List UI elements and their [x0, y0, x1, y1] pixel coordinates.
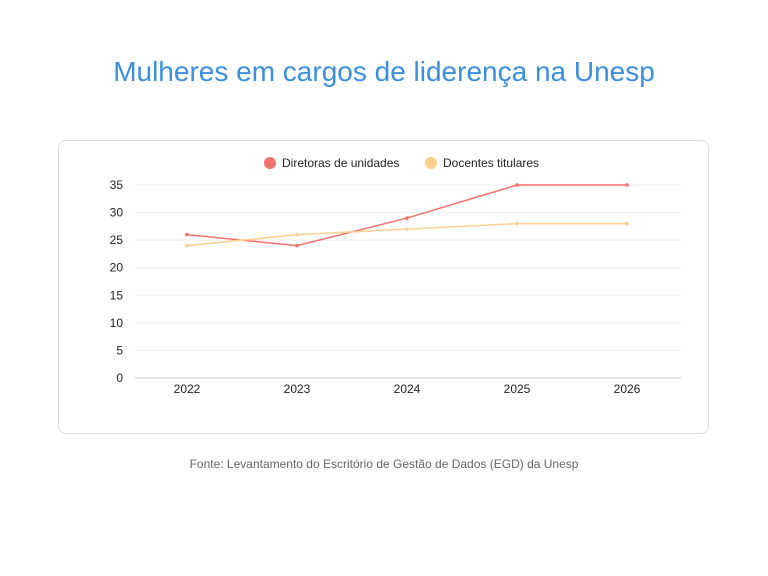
y-tick-label: 25	[110, 233, 124, 247]
x-tick-label: 2023	[284, 382, 311, 396]
data-point	[185, 232, 189, 237]
data-point	[295, 243, 299, 248]
x-tick-label: 2022	[174, 382, 201, 396]
y-tick-label: 20	[110, 261, 124, 275]
chart-card	[58, 140, 709, 434]
legend-label: Docentes titulares	[443, 156, 539, 170]
data-point	[405, 227, 409, 231]
legend-label: Diretoras de unidades	[282, 156, 399, 170]
data-point	[295, 232, 299, 237]
x-tick-label: 2024	[394, 382, 421, 396]
data-point	[515, 221, 519, 226]
series-line	[186, 184, 627, 247]
legend-marker	[264, 157, 276, 169]
data-point	[185, 243, 189, 248]
x-tick-label: 2026	[614, 382, 641, 396]
data-point	[515, 183, 519, 187]
data-point	[405, 216, 409, 220]
y-tick-label: 15	[110, 288, 124, 302]
y-tick-label: 35	[110, 178, 124, 192]
y-tick-label: 0	[116, 371, 123, 385]
y-tick-label: 5	[116, 343, 123, 357]
y-tick-label: 30	[110, 206, 124, 220]
data-point	[625, 221, 629, 226]
source-note: Fonte: Levantamento do Escritório de Ges…	[189, 457, 579, 471]
x-tick-label: 2025	[504, 382, 531, 396]
series-line	[186, 222, 627, 247]
legend-marker	[425, 157, 437, 169]
y-tick-label: 10	[110, 316, 124, 330]
page-title: Mulheres em cargos de liderença na Unesp	[113, 56, 655, 87]
data-point	[625, 183, 629, 187]
